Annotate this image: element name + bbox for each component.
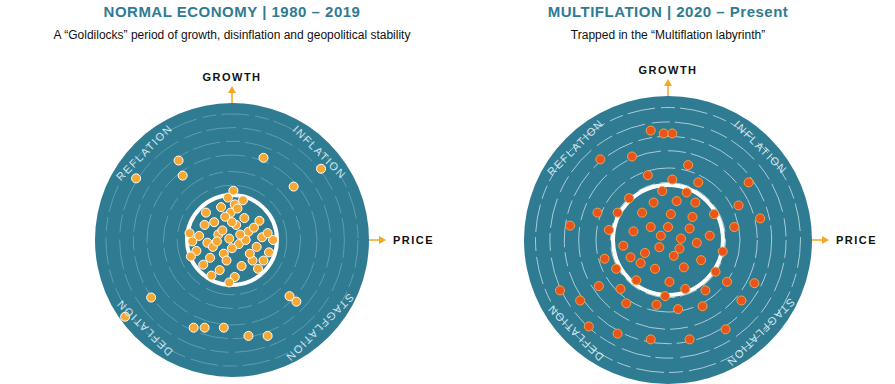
svg-text:PRICE: PRICE: [393, 234, 434, 246]
svg-text:DEFLATION: DEFLATION: [545, 302, 606, 363]
svg-text:DEFLATION: DEFLATION: [114, 297, 175, 358]
svg-text:MULTIFLATION | 2020 – Present: MULTIFLATION | 2020 – Present: [548, 3, 789, 20]
svg-text:REFLATION: REFLATION: [114, 122, 175, 183]
svg-text:PRICE: PRICE: [836, 234, 877, 246]
svg-text:GROWTH: GROWTH: [202, 71, 261, 83]
svg-text:REFLATION: REFLATION: [545, 117, 606, 178]
svg-text:GROWTH: GROWTH: [638, 64, 697, 76]
svg-text:INFLATION: INFLATION: [732, 118, 790, 176]
svg-text:STAGFLATION: STAGFLATION: [283, 291, 356, 364]
svg-text:Trapped in the “Multiflation l: Trapped in the “Multiflation labyrinth”: [571, 28, 765, 42]
svg-text:INFLATION: INFLATION: [291, 123, 349, 181]
svg-text:A “Goldilocks” period of growt: A “Goldilocks” period of growth, disinfl…: [54, 28, 411, 42]
svg-text:NORMAL ECONOMY | 1980 – 2019: NORMAL ECONOMY | 1980 – 2019: [104, 3, 361, 20]
svg-text:STAGFLATION: STAGFLATION: [724, 296, 797, 369]
